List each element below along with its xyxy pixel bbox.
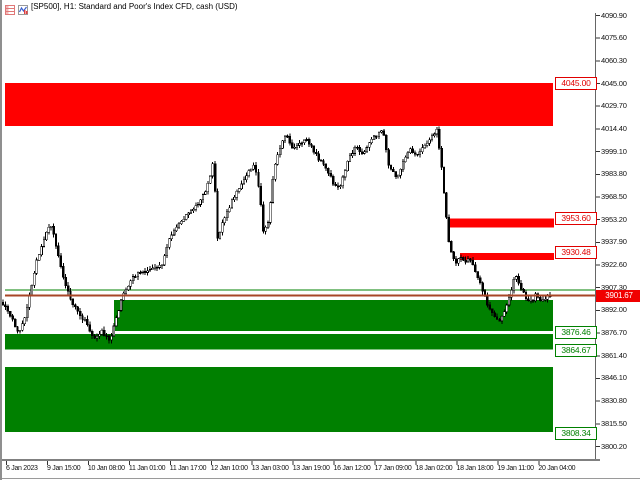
price-tick-label: 3830.80 (601, 396, 627, 406)
demand-zone (5, 333, 553, 350)
demand-zone (5, 367, 553, 433)
supply-zone-label: 4045.00 (555, 76, 597, 90)
price-tick-label: 3922.60 (601, 260, 627, 269)
price-tick (596, 219, 600, 221)
demand-zone-label: 3864.67 (555, 343, 597, 357)
price-tick-label: 3968.50 (601, 192, 627, 201)
price-tick (596, 83, 600, 85)
time-tick-label: 10 Jan 08:00 (87, 465, 125, 472)
price-tick-label: 3815.50 (601, 418, 627, 428)
time-tick (374, 461, 376, 465)
price-tick-label: 3983.80 (601, 169, 627, 179)
price-tick (596, 309, 600, 311)
time-tick (87, 461, 89, 465)
time-tick (128, 461, 130, 465)
horizontal-level-line (5, 289, 595, 291)
price-tick (596, 264, 600, 266)
chart-type-icon[interactable] (18, 2, 28, 15)
price-tick (596, 355, 600, 357)
time-tick (456, 461, 458, 465)
demand-zone (114, 299, 553, 331)
time-tick (251, 461, 253, 465)
window-bottom-border (2, 478, 640, 479)
time-tick-label: 18 Jan 18:00 (456, 465, 494, 472)
candlestick-series (2, 126, 552, 344)
time-tick (538, 461, 540, 465)
price-tick (596, 196, 600, 198)
time-tick (292, 461, 294, 465)
time-tick-label: 18 Jan 02:00 (415, 465, 453, 472)
price-axis-line (595, 13, 596, 459)
price-tick (596, 446, 600, 447)
time-tick (210, 461, 212, 465)
time-tick-label: 17 Jan 09:00 (374, 465, 412, 472)
current-price-badge: 3901.67 (596, 289, 640, 302)
time-tick-label: 13 Jan 03:00 (251, 465, 289, 472)
price-tick-label: 4090.90 (601, 10, 627, 20)
supply-zone-label: 3930.48 (555, 246, 597, 260)
price-tick-label: 3800.20 (601, 441, 627, 451)
price-tick-label: 3876.70 (601, 328, 627, 338)
price-tick-label: 3846.10 (601, 373, 627, 383)
time-tick (47, 461, 48, 465)
price-tick (596, 377, 600, 379)
supply-zone (460, 252, 554, 260)
time-tick-label: 11 Jan 01:00 (128, 465, 166, 472)
time-tick-label: 11 Jan 17:00 (169, 465, 207, 472)
time-tick (333, 461, 335, 465)
price-tick (596, 241, 600, 243)
price-tick (596, 105, 600, 107)
price-tick-label: 3892.00 (601, 305, 627, 315)
price-tick (596, 15, 600, 16)
price-tick-label: 4060.30 (601, 55, 627, 65)
price-tick-label: 3999.10 (601, 146, 627, 156)
price-tick-label: 4014.40 (601, 123, 627, 133)
time-tick (415, 461, 417, 465)
time-tick-label: 9 Jan 15:00 (47, 465, 81, 472)
time-axis-line (2, 459, 600, 461)
supply-zone-label: 3953.60 (555, 212, 597, 226)
demand-zone-label: 3808.34 (555, 427, 597, 441)
time-tick (6, 461, 7, 465)
time-tick-label: 13 Jan 19:00 (292, 465, 330, 472)
time-tick-label: 19 Jan 11:00 (497, 465, 534, 472)
price-tick-label: 4045.00 (601, 78, 627, 88)
time-tick-label: 12 Jan 10:00 (210, 465, 248, 472)
demand-zone-label: 3876.46 (555, 326, 597, 340)
price-tick (596, 37, 600, 39)
price-tick-label: 3953.20 (601, 214, 627, 224)
price-tick-label: 4075.60 (601, 33, 627, 43)
chart-title: [SP500], H1: Standard and Poor's Index C… (31, 2, 238, 11)
price-tick-label: 3937.90 (601, 237, 627, 247)
price-tick-label: 3907.30 (601, 282, 627, 292)
price-tick (596, 128, 600, 130)
price-tick-label: 4029.70 (601, 101, 627, 111)
price-tick (596, 287, 600, 289)
chart-title-bar: [SP500], H1: Standard and Poor's Index C… (2, 0, 640, 15)
price-tick (596, 400, 600, 402)
price-tick (596, 423, 600, 425)
time-tick (169, 461, 171, 465)
bid-price-line (5, 294, 595, 297)
time-tick (497, 461, 499, 465)
price-tick (596, 173, 600, 175)
supply-zone (5, 83, 553, 127)
price-tick (596, 60, 600, 62)
price-tick-label: 3861.40 (601, 350, 627, 360)
symbol-list-icon[interactable] (5, 2, 15, 15)
supply-zone (450, 218, 554, 228)
time-tick-label: 20 Jan 04:00 (538, 465, 576, 472)
time-tick-label: 16 Jan 12:00 (333, 465, 371, 472)
price-tick (596, 151, 600, 153)
price-tick (596, 332, 600, 334)
time-tick-label: 6 Jan 2023 (6, 465, 38, 472)
